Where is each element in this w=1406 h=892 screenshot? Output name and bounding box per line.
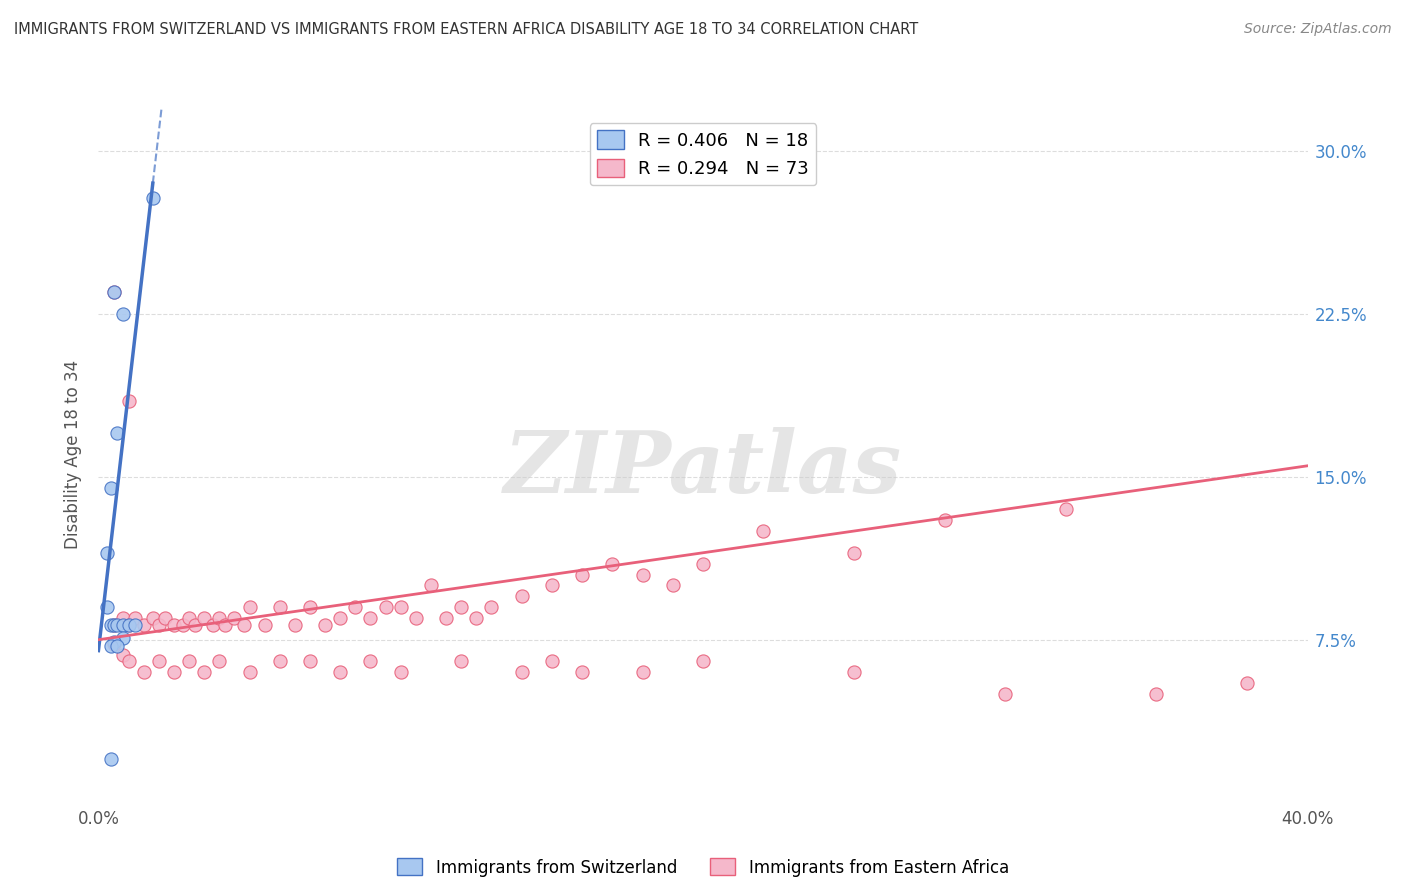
Point xyxy=(103,635,125,649)
Point xyxy=(208,611,231,625)
Point xyxy=(662,578,685,592)
Point xyxy=(118,393,141,408)
Point xyxy=(284,617,307,632)
Point xyxy=(103,285,125,299)
Point xyxy=(100,617,122,632)
Point xyxy=(172,617,194,632)
Point xyxy=(510,665,533,680)
Point xyxy=(844,665,866,680)
Point xyxy=(103,637,125,651)
Point xyxy=(163,665,186,680)
Y-axis label: Disability Age 18 to 34: Disability Age 18 to 34 xyxy=(65,360,83,549)
Point xyxy=(602,557,624,571)
Point xyxy=(692,557,714,571)
Point xyxy=(193,611,215,625)
Point xyxy=(344,600,367,615)
Point xyxy=(132,665,155,680)
Point xyxy=(465,611,488,625)
Point xyxy=(934,513,956,527)
Point xyxy=(1054,502,1077,516)
Point xyxy=(179,611,201,625)
Point xyxy=(314,617,336,632)
Point xyxy=(434,611,457,625)
Point xyxy=(253,617,276,632)
Point xyxy=(571,567,593,582)
Point xyxy=(118,617,141,632)
Text: Source: ZipAtlas.com: Source: ZipAtlas.com xyxy=(1244,22,1392,37)
Point xyxy=(269,655,291,669)
Point xyxy=(163,617,186,632)
Legend: Immigrants from Switzerland, Immigrants from Eastern Africa: Immigrants from Switzerland, Immigrants … xyxy=(389,850,1017,885)
Point xyxy=(752,524,775,538)
Point xyxy=(103,285,125,299)
Point xyxy=(420,578,443,592)
Point xyxy=(142,611,165,625)
Point xyxy=(329,665,352,680)
Point xyxy=(299,600,322,615)
Point xyxy=(103,617,125,632)
Point xyxy=(111,617,134,632)
Point xyxy=(105,426,128,441)
Point xyxy=(103,617,125,632)
Point xyxy=(374,600,396,615)
Point xyxy=(184,617,207,632)
Point xyxy=(111,631,134,645)
Point xyxy=(269,600,291,615)
Point xyxy=(118,655,141,669)
Point xyxy=(481,600,503,615)
Point xyxy=(100,481,122,495)
Point xyxy=(96,600,118,615)
Point xyxy=(540,578,562,592)
Point xyxy=(510,589,533,603)
Point xyxy=(193,665,215,680)
Point xyxy=(111,648,134,662)
Point xyxy=(1144,687,1167,701)
Point xyxy=(631,567,654,582)
Point xyxy=(299,655,322,669)
Point xyxy=(148,655,170,669)
Point xyxy=(202,617,225,632)
Point xyxy=(631,665,654,680)
Point xyxy=(105,617,128,632)
Point xyxy=(360,611,382,625)
Point xyxy=(118,617,141,632)
Point xyxy=(239,600,262,615)
Point xyxy=(571,665,593,680)
Point xyxy=(450,655,472,669)
Point xyxy=(994,687,1017,701)
Point xyxy=(239,665,262,680)
Point xyxy=(214,617,236,632)
Point xyxy=(844,546,866,560)
Point xyxy=(389,600,412,615)
Point xyxy=(1236,676,1258,690)
Text: ZIPatlas: ZIPatlas xyxy=(503,427,903,510)
Text: IMMIGRANTS FROM SWITZERLAND VS IMMIGRANTS FROM EASTERN AFRICA DISABILITY AGE 18 : IMMIGRANTS FROM SWITZERLAND VS IMMIGRANT… xyxy=(14,22,918,37)
Point xyxy=(124,617,146,632)
Point xyxy=(450,600,472,615)
Point xyxy=(148,617,170,632)
Point xyxy=(208,655,231,669)
Point xyxy=(100,752,122,766)
Point xyxy=(329,611,352,625)
Point xyxy=(111,307,134,321)
Point xyxy=(132,617,155,632)
Point xyxy=(360,655,382,669)
Point xyxy=(692,655,714,669)
Point xyxy=(142,191,165,205)
Point xyxy=(389,665,412,680)
Point xyxy=(124,611,146,625)
Point xyxy=(232,617,254,632)
Point xyxy=(540,655,562,669)
Point xyxy=(105,639,128,653)
Point xyxy=(179,655,201,669)
Point xyxy=(405,611,427,625)
Point xyxy=(96,546,118,560)
Point xyxy=(153,611,176,625)
Point xyxy=(100,639,122,653)
Point xyxy=(111,611,134,625)
Point xyxy=(224,611,246,625)
